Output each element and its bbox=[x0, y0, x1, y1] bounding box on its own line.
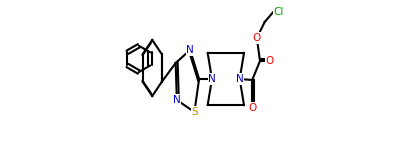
Text: S: S bbox=[191, 107, 198, 117]
Text: O: O bbox=[253, 33, 261, 43]
Text: Cl: Cl bbox=[273, 7, 283, 17]
Text: N: N bbox=[186, 45, 194, 55]
Text: N: N bbox=[208, 74, 216, 84]
Text: O: O bbox=[265, 56, 274, 66]
Text: N: N bbox=[173, 95, 181, 105]
Text: N: N bbox=[236, 74, 244, 84]
Text: O: O bbox=[248, 103, 256, 113]
